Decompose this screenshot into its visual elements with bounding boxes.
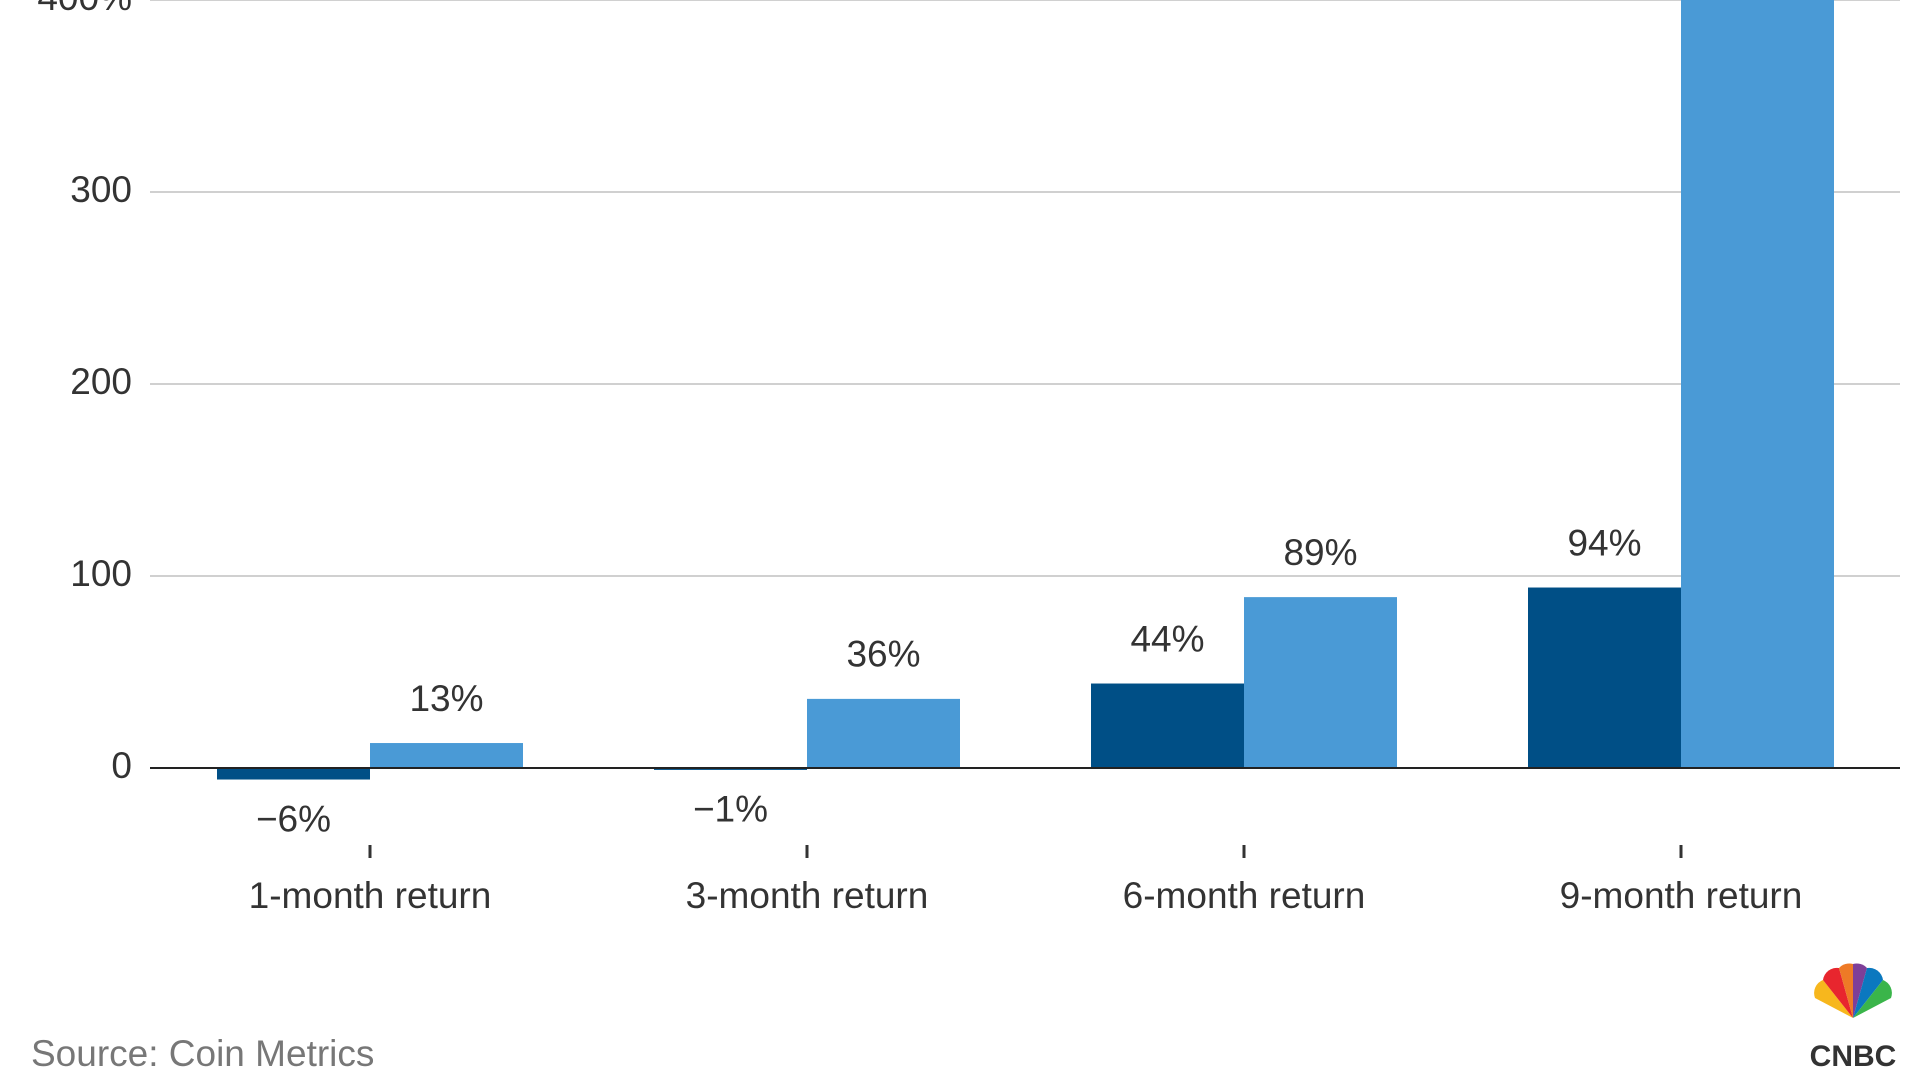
logo-feather	[1823, 967, 1853, 1018]
bar	[370, 743, 523, 768]
x-tick-label: 6-month return	[1123, 875, 1366, 916]
y-tick-label: 400%	[37, 0, 132, 18]
logo: CNBC	[1810, 963, 1897, 1073]
bar	[1244, 597, 1397, 768]
x-tick-label: 9-month return	[1560, 875, 1803, 916]
logo-feather	[1853, 963, 1867, 1018]
value-label: 89%	[1283, 532, 1357, 573]
logo-text: CNBC	[1810, 1040, 1897, 1073]
bar	[807, 698, 960, 768]
y-tick-label: 200	[70, 361, 132, 402]
value-label: 36%	[846, 634, 920, 675]
bar	[217, 768, 370, 780]
source-note: Source: Coin Metrics	[31, 1033, 374, 1074]
logo-feather	[1839, 963, 1853, 1018]
y-tick-label: 300	[70, 169, 132, 210]
logo-feather	[1853, 967, 1883, 1018]
y-tick-label: 100	[70, 553, 132, 594]
top-layer: 0 100 200 300 400% 1-month return −6% 13% 3-mont…	[37, 0, 1900, 916]
logo-feather	[1853, 980, 1892, 1018]
value-label: 94%	[1567, 522, 1641, 563]
y-tick-label: 0	[111, 745, 132, 786]
bar	[1528, 587, 1681, 768]
bar-layer	[217, 0, 1834, 780]
x-tick-label: 1-month return	[249, 875, 492, 916]
value-label: 44%	[1130, 618, 1204, 659]
bar	[1681, 0, 1834, 768]
value-label: 13%	[409, 678, 483, 719]
logo-feather	[1814, 980, 1853, 1018]
bar	[1091, 683, 1244, 768]
value-label: −1%	[693, 789, 768, 830]
x-tick-label: 3-month return	[686, 875, 929, 916]
value-label: −6%	[256, 798, 331, 839]
